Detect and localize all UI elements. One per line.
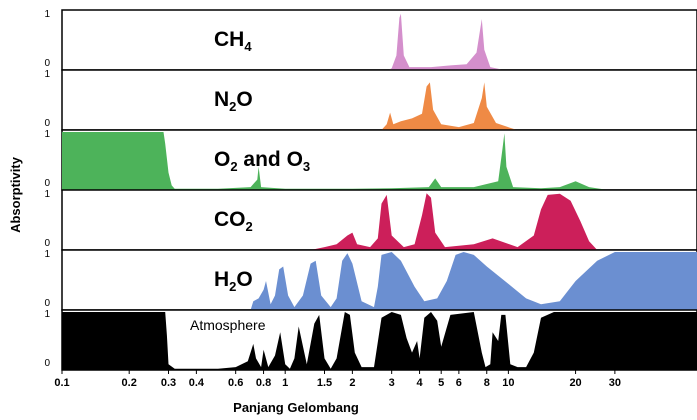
y-tick-label: 0 <box>44 58 50 69</box>
x-tick-label: 30 <box>609 377 621 389</box>
x-tick-label: 8 <box>484 377 490 389</box>
panel-atmosphere: 1 0 Atmosphere <box>44 309 697 371</box>
absorption-area <box>250 252 697 310</box>
panel-frame <box>61 9 697 71</box>
x-tick-label: 0.4 <box>189 377 205 389</box>
x-tick-label: 0.2 <box>122 377 137 389</box>
y-tick-label: 0 <box>44 238 50 249</box>
x-axis: 0.1 0.2 0.3 0.4 0.6 0.8 1 1.5 2 3 4 5 6 8 10 20 30 <box>54 370 621 389</box>
x-tick-label: 0.6 <box>228 377 243 389</box>
y-tick-label: 1 <box>44 129 50 140</box>
absorption-area <box>310 193 598 250</box>
x-tick-label: 10 <box>502 377 514 389</box>
series-label: H2O <box>214 268 253 294</box>
x-tick-label: 6 <box>456 377 462 389</box>
y-tick-label: 0 <box>44 298 50 309</box>
y-tick-label: 0 <box>44 358 50 369</box>
x-tick-label: 0.1 <box>54 377 69 389</box>
series-label: CH4 <box>214 28 252 54</box>
panel-co2: 1 0 CO2 <box>44 189 697 251</box>
panel-frame <box>61 69 697 131</box>
x-tick-label: 0.3 <box>161 377 176 389</box>
panel-h2o: 1 0 H2O <box>44 249 697 311</box>
series-label: N2O <box>214 88 253 114</box>
y-tick-label: 1 <box>44 9 50 20</box>
x-tick-label: 1 <box>282 377 288 389</box>
absorption-area <box>62 312 697 370</box>
panel-o2-and-o3: 1 0 O2 and O3 <box>44 129 697 191</box>
y-axis-title: Absorptivity <box>8 156 23 233</box>
absorption-area <box>388 13 504 70</box>
series-label: Atmosphere <box>190 317 266 333</box>
series-label: CO2 <box>214 208 253 234</box>
x-axis-title: Panjang Gelombang <box>233 400 359 415</box>
y-tick-label: 1 <box>44 69 50 80</box>
y-tick-label: 0 <box>44 118 50 129</box>
absorption-area <box>381 82 518 130</box>
y-tick-label: 0 <box>44 178 50 189</box>
x-tick-label: 1.5 <box>317 377 332 389</box>
series-label: O2 and O3 <box>214 148 310 174</box>
y-tick-label: 1 <box>44 249 50 260</box>
panel-n2o: 1 0 N2O <box>44 69 697 131</box>
panel-ch4: 1 0 CH4 <box>44 9 697 71</box>
x-tick-label: 3 <box>389 377 395 389</box>
y-tick-label: 1 <box>44 309 50 320</box>
x-tick-label: 4 <box>417 377 424 389</box>
x-tick-label: 0.8 <box>256 377 271 389</box>
x-tick-label: 5 <box>438 377 444 389</box>
x-tick-label: 20 <box>569 377 581 389</box>
absorption-area <box>62 132 609 190</box>
y-tick-label: 1 <box>44 189 50 200</box>
x-tick-label: 2 <box>349 377 355 389</box>
